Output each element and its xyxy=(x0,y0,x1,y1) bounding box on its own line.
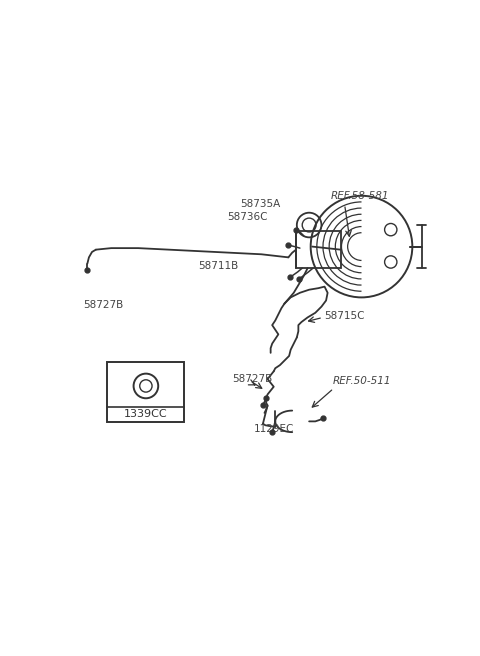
Bar xyxy=(296,231,341,268)
Text: REF.50-511: REF.50-511 xyxy=(332,375,391,386)
Text: 58736C: 58736C xyxy=(227,213,267,222)
Text: 1129EC: 1129EC xyxy=(254,424,294,434)
Text: 58735A: 58735A xyxy=(240,199,280,209)
Text: REF.58-581: REF.58-581 xyxy=(331,191,389,201)
Text: 1339CC: 1339CC xyxy=(124,409,168,419)
Text: 58711B: 58711B xyxy=(198,261,239,271)
Text: 58715C: 58715C xyxy=(324,311,365,321)
Text: 58727B: 58727B xyxy=(232,374,272,384)
Text: 58727B: 58727B xyxy=(83,300,123,310)
Bar xyxy=(108,362,184,422)
